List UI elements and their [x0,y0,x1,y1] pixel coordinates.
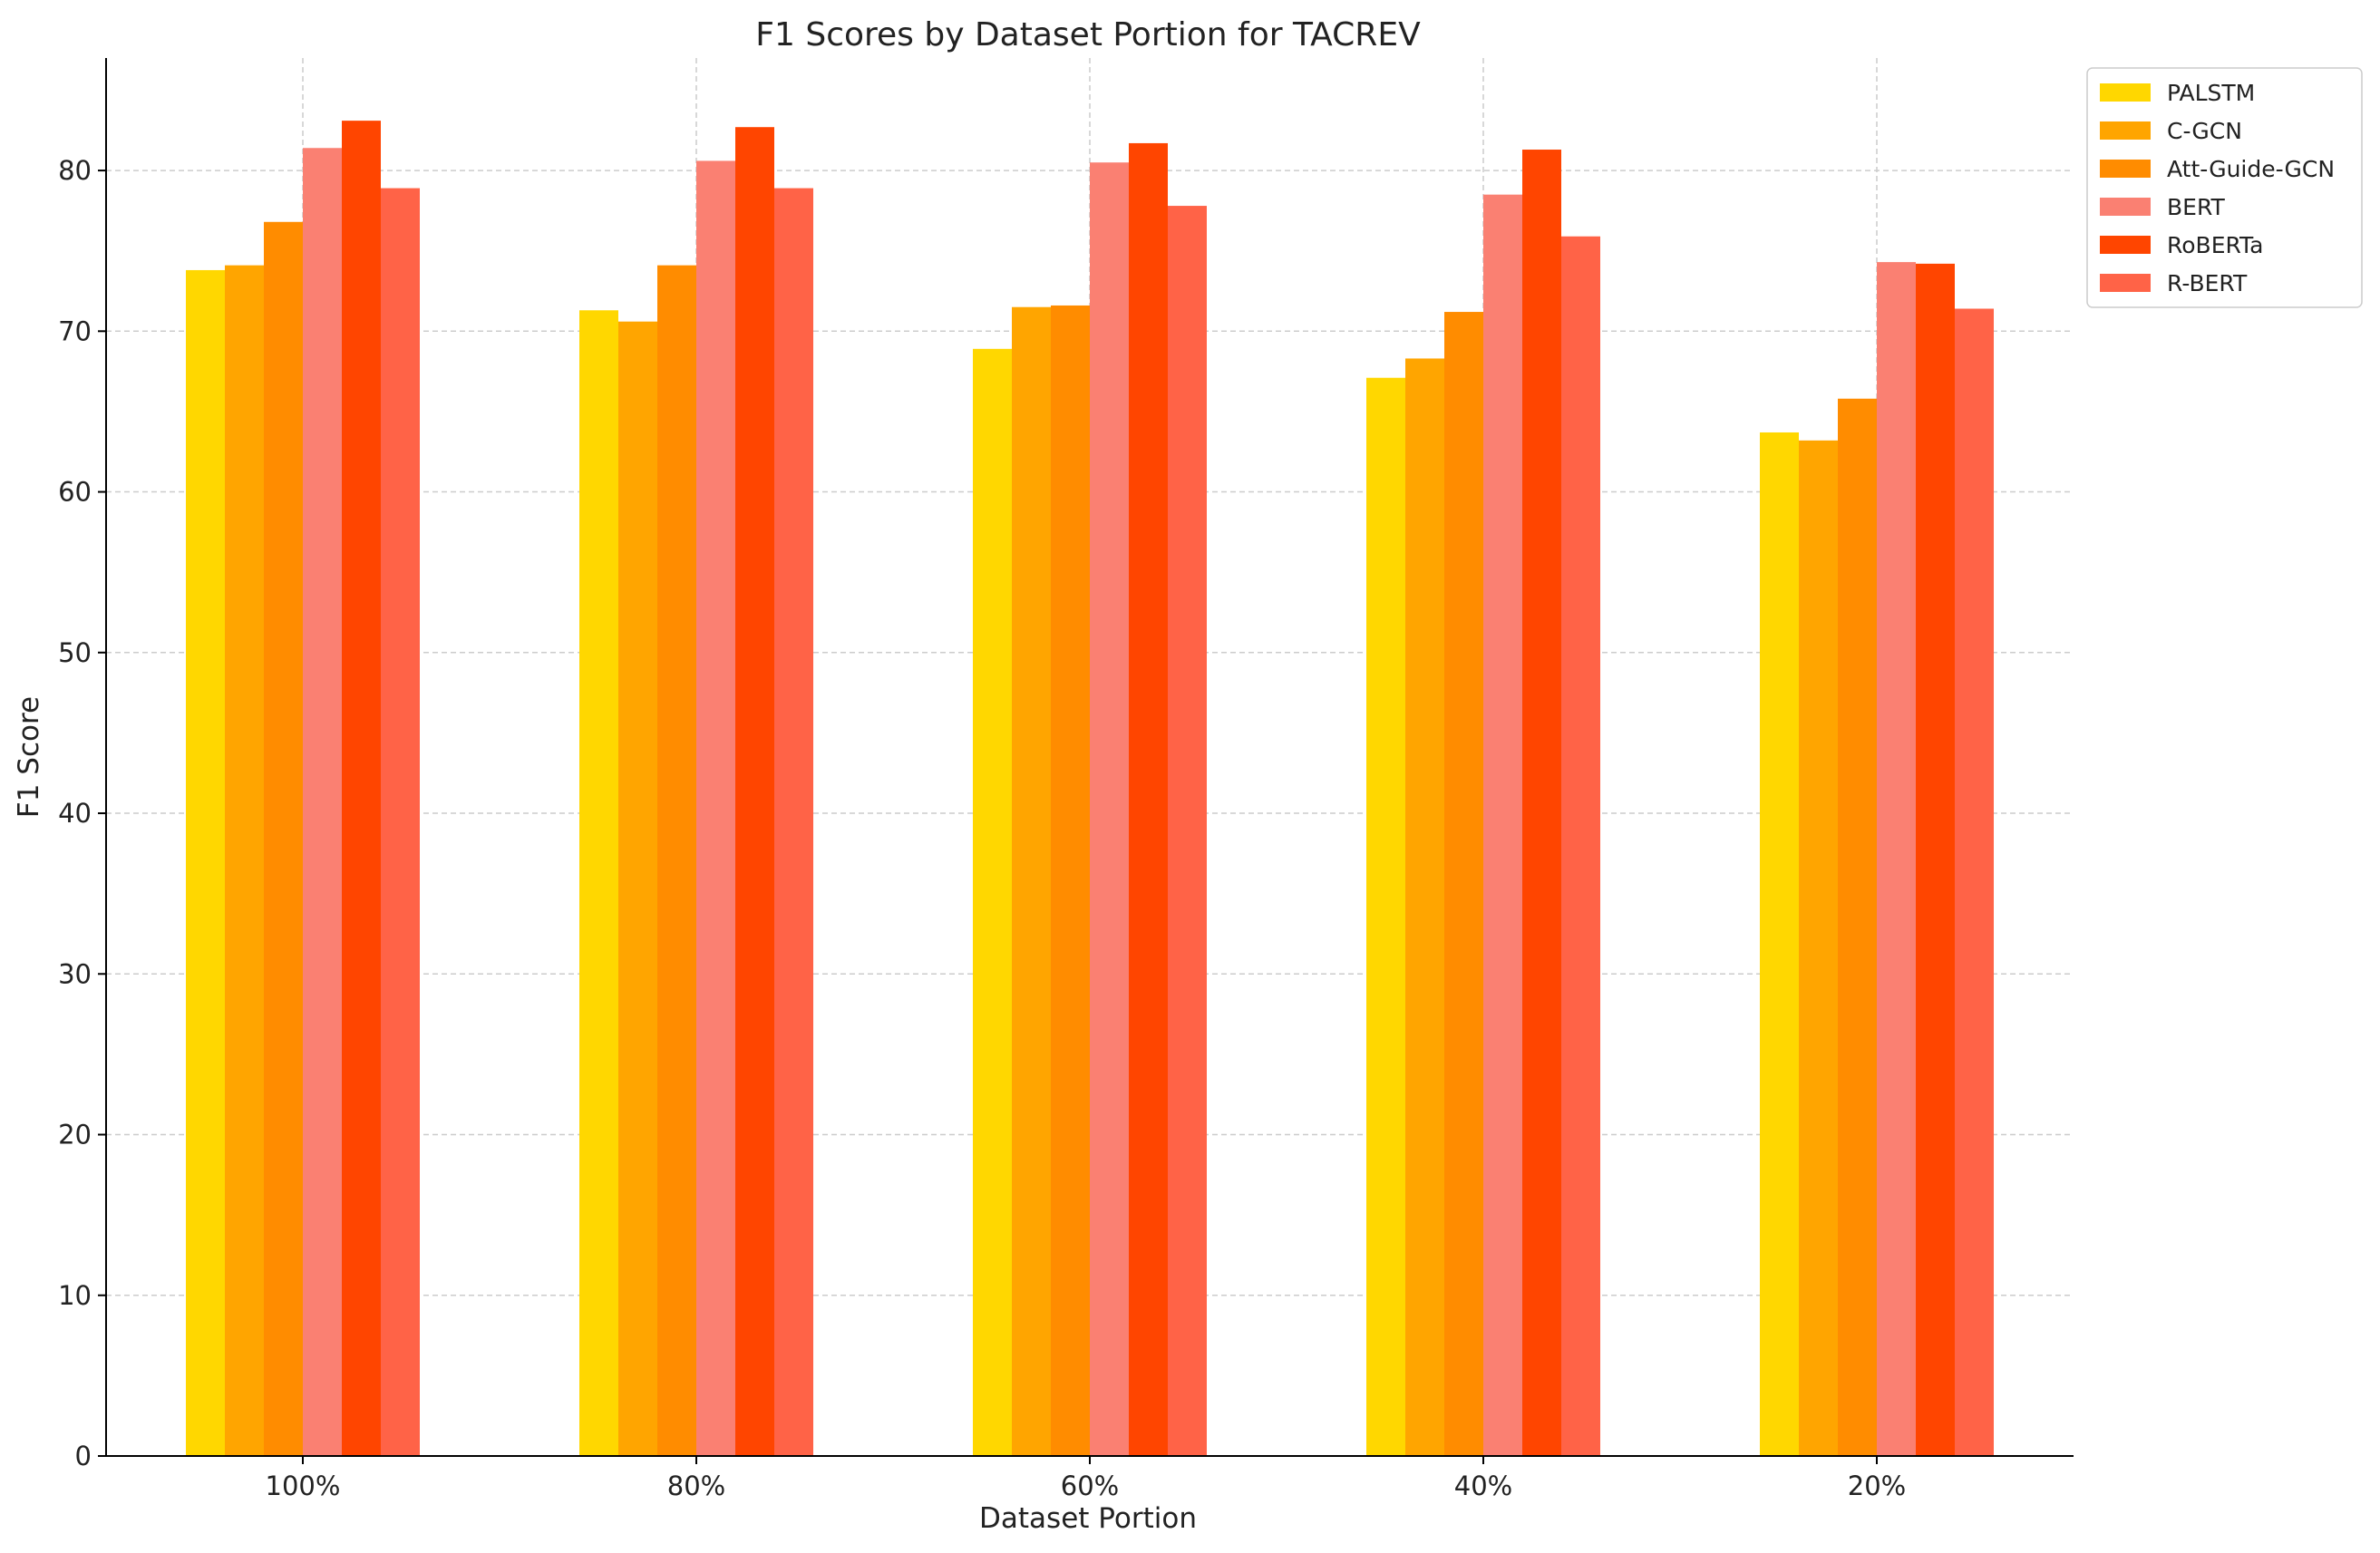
bar-c-gcn [618,321,657,1456]
y-tick-label: 80 [58,155,92,186]
y-tick-label: 70 [58,315,92,346]
x-tick-label: 100% [266,1470,341,1501]
y-ticks: 0 10 20 30 40 50 60 70 80 [58,155,106,1471]
legend-label: Att-Guide-GCN [2167,156,2335,182]
bar-bert [1090,162,1129,1456]
bar-roberta [1129,142,1168,1456]
bar-bert [303,148,342,1457]
bar-bert [696,160,735,1457]
bar-palstm [186,269,225,1456]
legend-swatch [2100,121,2151,140]
bar-att-guide-gcn [657,265,696,1457]
y-axis-label: F1 Score [13,696,45,818]
legend-label: PALSTM [2167,80,2255,106]
bar-c-gcn [1405,358,1444,1456]
bar-palstm [579,310,618,1457]
x-tick-label: 60% [1061,1470,1119,1501]
bar-r-bert [774,188,813,1456]
bar-r-bert [1955,308,1994,1456]
bar-r-bert [381,188,420,1456]
bar-att-guide-gcn [1051,305,1090,1457]
bar-palstm [1760,432,1799,1456]
bar-att-guide-gcn [1838,398,1877,1456]
bar-bert [1483,194,1522,1457]
x-axis-label: Dataset Portion [979,1502,1197,1535]
bar-roberta [342,121,381,1456]
legend-label: BERT [2167,194,2225,220]
bar-roberta [1522,150,1561,1456]
bar-att-guide-gcn [264,221,303,1456]
y-tick-label: 20 [58,1120,92,1150]
y-tick-label: 30 [58,958,92,989]
legend-swatch [2100,274,2151,292]
bar-att-guide-gcn [1444,312,1483,1456]
legend-swatch [2100,160,2151,178]
x-tick-label: 20% [1848,1470,1906,1501]
legend-swatch [2100,198,2151,216]
x-ticks: 100% 80% 60% 40% 20% [266,1456,1906,1501]
y-tick-label: 50 [58,637,92,668]
bar-palstm [1366,377,1405,1457]
chart-title: F1 Scores by Dataset Portion for TACREV [755,16,1421,53]
legend-label: R-BERT [2167,270,2248,296]
legend-label: RoBERTa [2167,232,2264,258]
bar-r-bert [1561,236,1600,1457]
bars [186,121,1994,1457]
y-tick-label: 10 [58,1280,92,1311]
x-tick-label: 80% [667,1470,725,1501]
x-tick-label: 40% [1454,1470,1512,1501]
legend-swatch [2100,236,2151,254]
legend-box [2086,67,2363,308]
y-tick-label: 40 [58,798,92,829]
legend-swatch [2100,83,2151,102]
bar-c-gcn [1012,306,1051,1457]
legend-label: C-GCN [2167,118,2242,144]
bar-r-bert [1168,206,1207,1457]
bar-c-gcn [1799,440,1838,1456]
bar-bert [1877,262,1916,1456]
y-tick-label: 60 [58,477,92,508]
bar-palstm [973,348,1012,1456]
bar-c-gcn [225,265,264,1457]
bar-roberta [735,127,774,1457]
y-tick-label: 0 [75,1441,92,1471]
legend: PALSTM C-GCN Att-Guide-GCN BERT RoBERTa R-BER… [2086,67,2363,308]
bar-roberta [1916,263,1955,1457]
